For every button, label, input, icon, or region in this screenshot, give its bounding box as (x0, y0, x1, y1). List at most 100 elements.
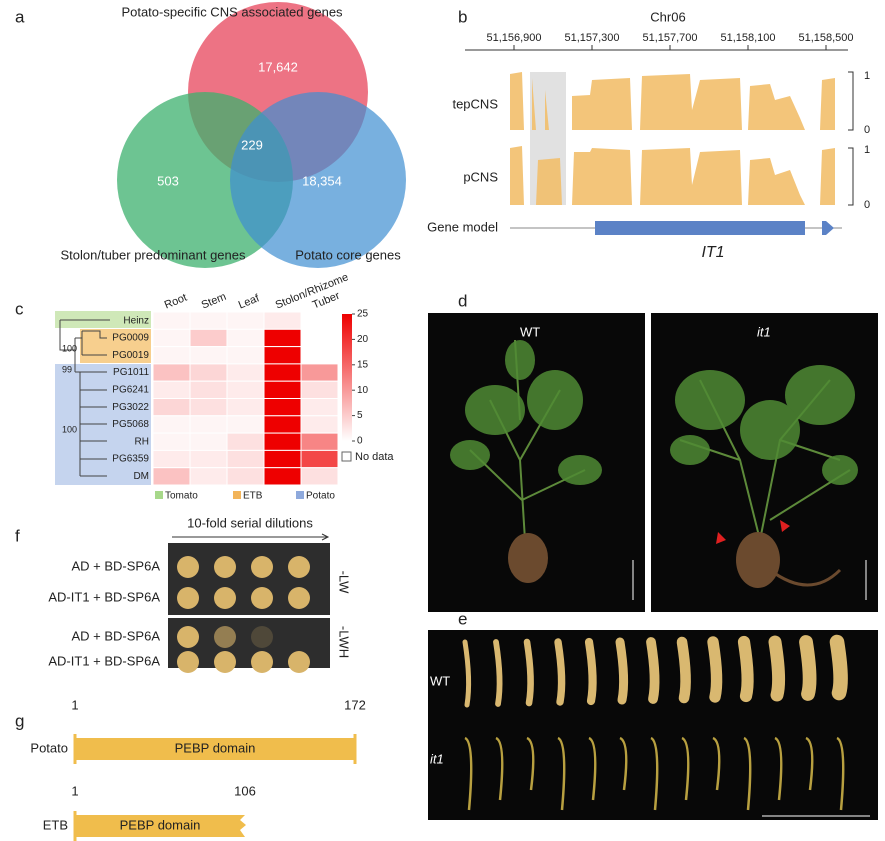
heat-cell (300, 415, 339, 434)
coord-label: 51,158,100 (720, 32, 775, 44)
heat-cell (152, 432, 191, 451)
yeast-spot (214, 651, 236, 673)
legend-swatch (296, 491, 304, 499)
panel-label: f (15, 526, 20, 545)
heat-cell (189, 346, 228, 365)
panel-label: d (458, 291, 467, 310)
heat-cell (300, 398, 339, 417)
yeast-spot (288, 556, 310, 578)
legend-swatch (155, 491, 163, 499)
stolon (650, 736, 659, 811)
yeast-spot (288, 651, 310, 673)
yeast-plate (168, 543, 330, 673)
heat-cell (226, 467, 265, 486)
stolon (557, 736, 566, 811)
heat-cell (226, 363, 265, 382)
panel-label: c (15, 299, 24, 318)
tracks (510, 71, 854, 206)
heatmap (152, 311, 339, 486)
tuber (646, 637, 660, 704)
domain-name: PEBP domain (175, 740, 256, 755)
venn-count: 17,642 (258, 59, 298, 74)
track-label: tepCNS (452, 96, 498, 111)
row-label: PG6359 (112, 454, 149, 465)
tuber (615, 637, 629, 705)
yeast-spot (214, 626, 236, 648)
heat-cell (300, 346, 339, 365)
heat-cell (226, 311, 265, 330)
stolon (774, 736, 783, 801)
column-label: Stem (200, 291, 228, 312)
heat-cell (300, 311, 339, 330)
heat-cell (300, 380, 339, 400)
dilution-arrow (172, 533, 330, 541)
stolon (464, 736, 473, 811)
protein-name: Potato (30, 740, 68, 755)
heat-cell (226, 398, 265, 417)
legend-swatch (233, 491, 241, 499)
heat-cell (189, 432, 228, 451)
tuber (584, 637, 597, 706)
stolon (495, 736, 504, 801)
tuber (523, 638, 534, 707)
heat-cell (152, 415, 191, 434)
yeast-spot (251, 587, 273, 609)
heat-cell (226, 380, 265, 400)
stolon (588, 736, 597, 801)
row-label: PG3022 (112, 402, 149, 413)
heat-cell (263, 346, 302, 365)
heat-cell (152, 311, 191, 330)
stolon (836, 736, 845, 811)
row-label: PG5068 (112, 419, 149, 430)
bootstrap: 100 (62, 424, 77, 434)
row-label: WT (430, 673, 450, 688)
track-scale: 1 (864, 70, 870, 82)
coord-axis (465, 45, 848, 51)
stolon (805, 736, 814, 791)
yeast-spot (177, 651, 199, 673)
heat-cell (226, 346, 265, 365)
stolon (619, 736, 628, 791)
row-label: Heinz (123, 315, 149, 326)
venn (117, 2, 406, 268)
yeast-spot (288, 587, 310, 609)
photo-label: it1 (757, 324, 771, 339)
venn-count: 503 (157, 173, 179, 188)
colorbar-tick-label: 25 (357, 309, 369, 320)
venn-count: 229 (241, 137, 263, 152)
heat-cell (152, 363, 191, 382)
heat-cell (189, 449, 228, 469)
tree (59, 319, 110, 477)
tuber (737, 635, 754, 703)
colorbar-tick-label: 0 (357, 436, 363, 447)
venn-title: Potato-specific CNS associated genes (121, 4, 343, 19)
domain-name: PEBP domain (120, 817, 201, 832)
no-data-swatch (341, 451, 352, 462)
stolon (743, 736, 752, 811)
yeast-spot (214, 556, 236, 578)
coord-label: 51,158,500 (798, 32, 853, 44)
heat-cell (263, 432, 302, 451)
stolon (526, 736, 535, 791)
heat-cell (189, 398, 228, 417)
row-label: AD + BD-SP6A (71, 558, 160, 573)
heat-cell (152, 346, 191, 365)
heat-cell (263, 398, 302, 417)
track-scale: 0 (864, 199, 870, 211)
row-label: AD + BD-SP6A (71, 628, 160, 643)
yeast-spot (177, 556, 199, 578)
yeast-spot (251, 651, 273, 673)
residue-end: 106 (234, 783, 256, 798)
domain-bar (75, 815, 246, 837)
coord-label: 51,156,900 (486, 32, 541, 44)
heat-cell (226, 415, 265, 434)
heat-cell (300, 432, 339, 451)
heat-cell (189, 311, 228, 330)
row-label: it1 (430, 751, 444, 766)
panel-label: e (458, 609, 467, 628)
tuber (829, 634, 848, 701)
stolon (712, 736, 721, 791)
column-label: Root (163, 292, 189, 312)
residue-end: 172 (344, 697, 366, 712)
residue-start: 1 (71, 697, 78, 712)
